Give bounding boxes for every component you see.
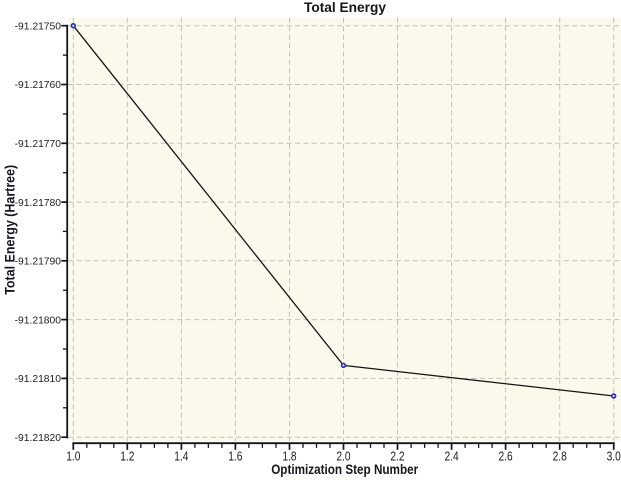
svg-text:2.2: 2.2 bbox=[390, 449, 404, 463]
svg-text:Optimization Step Number: Optimization Step Number bbox=[271, 462, 419, 477]
svg-text:1.0: 1.0 bbox=[66, 449, 80, 463]
svg-text:3.0: 3.0 bbox=[607, 449, 621, 463]
svg-text:2.4: 2.4 bbox=[445, 449, 459, 463]
svg-text:-91.21750: -91.21750 bbox=[15, 21, 62, 32]
svg-text:1.8: 1.8 bbox=[282, 449, 296, 463]
svg-text:2.6: 2.6 bbox=[499, 449, 513, 463]
svg-text:-91.21810: -91.21810 bbox=[15, 374, 62, 385]
svg-text:2.0: 2.0 bbox=[336, 449, 350, 463]
svg-text:1.2: 1.2 bbox=[120, 449, 134, 463]
svg-text:Total Energy: Total Energy bbox=[304, 0, 386, 15]
svg-text:Total Energy (Hartree): Total Energy (Hartree) bbox=[3, 165, 18, 295]
svg-text:-91.21770: -91.21770 bbox=[15, 139, 62, 150]
svg-text:1.4: 1.4 bbox=[174, 449, 188, 463]
svg-text:1.6: 1.6 bbox=[228, 449, 242, 463]
svg-text:2.8: 2.8 bbox=[553, 449, 567, 463]
svg-text:-91.21780: -91.21780 bbox=[15, 198, 62, 209]
svg-text:-91.21760: -91.21760 bbox=[15, 80, 62, 91]
svg-text:-91.21820: -91.21820 bbox=[15, 433, 62, 444]
svg-text:-91.21800: -91.21800 bbox=[15, 315, 62, 326]
svg-text:-91.21790: -91.21790 bbox=[15, 257, 62, 268]
